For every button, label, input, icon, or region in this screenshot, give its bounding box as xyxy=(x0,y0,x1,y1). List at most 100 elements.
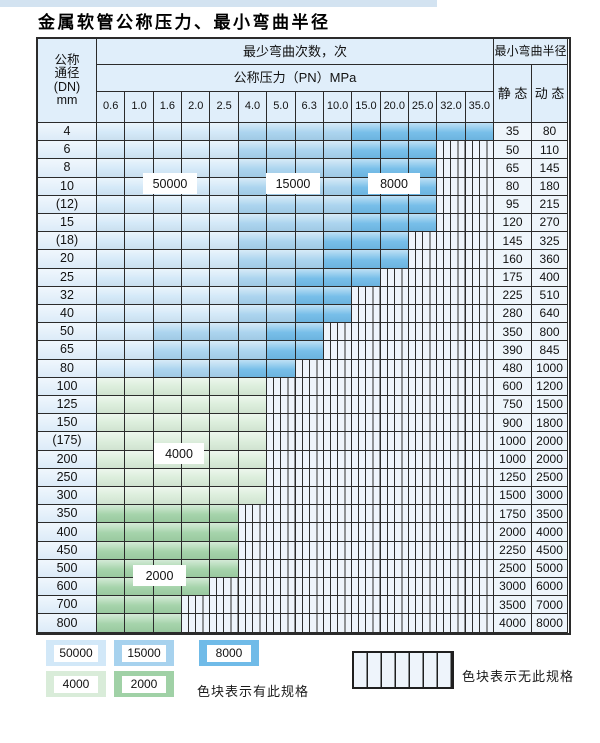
band-cell-8k xyxy=(380,141,409,160)
band-cell-4k xyxy=(182,468,211,488)
band-cell-2k xyxy=(125,541,154,560)
band-cell-8k xyxy=(352,268,381,287)
band-cell-50k xyxy=(182,195,211,215)
band-cell-50k xyxy=(210,305,239,324)
no-spec-cell xyxy=(465,232,495,251)
pressure-tick: 2.0 xyxy=(182,92,211,123)
band-cell-50k xyxy=(210,159,239,178)
no-spec-cell xyxy=(380,268,409,287)
band-cell-2k xyxy=(182,541,211,560)
band-cell-8k xyxy=(352,195,381,215)
pressure-tick: 5.0 xyxy=(267,92,296,123)
band-cell-50k xyxy=(153,195,183,215)
band-cell-50k xyxy=(153,286,183,306)
band-cell-50k xyxy=(182,141,211,160)
no-spec-cell xyxy=(380,541,409,560)
band-cell-4k xyxy=(238,414,268,433)
no-spec-cell xyxy=(408,286,438,306)
dynamic-value-cell: 3000 xyxy=(532,487,569,506)
band-cell-8k xyxy=(352,214,381,233)
no-spec-cell xyxy=(295,523,324,542)
band-cell-15k xyxy=(323,177,353,196)
band-cell-4k xyxy=(210,396,239,415)
no-spec-cell xyxy=(323,432,353,451)
band-cell-50k xyxy=(125,286,154,306)
no-spec-cell xyxy=(267,432,296,451)
band-cell-50k xyxy=(182,250,211,269)
dynamic-value-cell: 80 xyxy=(532,123,569,142)
band-cell-2k xyxy=(153,541,183,560)
band-cell-50k xyxy=(210,286,239,306)
band-cell-8k xyxy=(352,141,381,160)
no-spec-cell xyxy=(238,523,268,542)
legend-swatch-4000: 4000 xyxy=(46,671,106,697)
band-cell-50k xyxy=(182,214,211,233)
no-spec-cell xyxy=(352,414,381,433)
static-value-cell: 3500 xyxy=(494,596,533,615)
band-cell-15k xyxy=(238,268,268,287)
static-value-cell: 280 xyxy=(494,305,533,324)
band-cell-15k xyxy=(238,323,268,342)
no-spec-cell xyxy=(238,559,268,579)
band-cell-15k xyxy=(238,232,268,251)
dn-label-cell: 80 xyxy=(38,359,97,378)
no-spec-cell xyxy=(352,341,381,360)
no-spec-cell xyxy=(408,523,438,542)
band-cell-8k xyxy=(267,341,296,360)
dn-label-cell: 50 xyxy=(38,323,97,342)
no-spec-cell xyxy=(182,614,211,633)
no-spec-cell xyxy=(352,541,381,560)
band-cell-2k xyxy=(182,505,211,524)
dn-label-cell: 700 xyxy=(38,596,97,615)
static-value-cell: 2500 xyxy=(494,559,533,579)
static-value-cell: 1500 xyxy=(494,487,533,506)
no-spec-cell xyxy=(352,596,381,615)
dynamic-value-cell: 8000 xyxy=(532,614,569,633)
page-title: 金属软管公称压力、最小弯曲半径 xyxy=(38,13,331,33)
band-cell-15k xyxy=(267,286,296,306)
no-spec-cell xyxy=(267,377,296,397)
band-cell-4k xyxy=(97,468,126,488)
no-spec-cell xyxy=(267,396,296,415)
no-spec-cell xyxy=(267,523,296,542)
no-spec-cell xyxy=(295,596,324,615)
band-cell-2k xyxy=(153,505,183,524)
no-spec-cell xyxy=(323,359,353,378)
dn-label-cell: 32 xyxy=(38,286,97,306)
legend-swatch-50000: 50000 xyxy=(46,640,106,666)
no-spec-cell xyxy=(465,214,495,233)
no-spec-cell xyxy=(408,596,438,615)
dynamic-value-cell: 400 xyxy=(532,268,569,287)
pressure-tick: 1.6 xyxy=(153,92,183,123)
static-value-cell: 2250 xyxy=(494,541,533,560)
band-cell-4k xyxy=(153,414,183,433)
dynamic-value-cell: 215 xyxy=(532,195,569,215)
band-cell-50k xyxy=(210,141,239,160)
band-cell-15k xyxy=(238,341,268,360)
band-cell-4k xyxy=(125,396,154,415)
no-spec-cell xyxy=(437,523,466,542)
band-cell-2k xyxy=(97,596,126,615)
no-spec-cell xyxy=(465,487,495,506)
band-cell-15k xyxy=(323,195,353,215)
no-spec-cell xyxy=(380,487,409,506)
dynamic-value-cell: 2500 xyxy=(532,468,569,488)
band-cell-15k xyxy=(238,141,268,160)
no-spec-cell xyxy=(323,523,353,542)
dynamic-value-cell: 360 xyxy=(532,250,569,269)
band-cell-4k xyxy=(210,377,239,397)
dn-label-cell: 65 xyxy=(38,341,97,360)
band-cell-4k xyxy=(125,377,154,397)
no-spec-cell xyxy=(238,541,268,560)
band-cell-15k xyxy=(267,232,296,251)
no-spec-cell xyxy=(323,341,353,360)
band-cell-4k xyxy=(125,468,154,488)
band-cell-4k xyxy=(238,450,268,469)
no-spec-cell xyxy=(437,359,466,378)
no-spec-cell xyxy=(437,250,466,269)
band-cell-15k xyxy=(295,232,324,251)
no-spec-cell xyxy=(380,377,409,397)
dn-label-cell: 500 xyxy=(38,559,97,579)
no-spec-cell xyxy=(267,578,296,597)
legend-swatch-label: 50000 xyxy=(54,644,98,662)
